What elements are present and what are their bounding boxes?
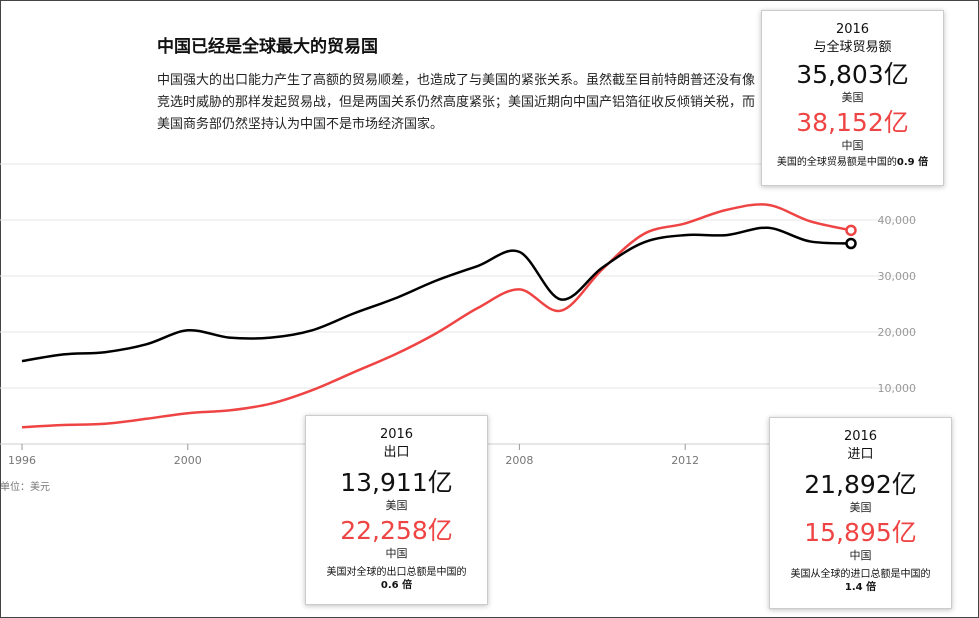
import-card: 2016 进口 21,892亿 美国 15,895亿 中国 美国从全球的进口总额…	[769, 417, 952, 609]
ratio-note: 美国的全球贸易额是中国的0.9 倍	[762, 156, 943, 169]
cn-label: 中国	[385, 547, 408, 560]
series-line-us	[21, 226, 852, 363]
ratio-value: 1.4 倍	[844, 582, 877, 593]
export-card: 2016 出口 13,911亿 美国 22,258亿 中国 美国对全球的出口总额…	[305, 415, 488, 605]
series-line-china	[21, 203, 852, 429]
ratio-note-text: 美国对全球的出口总额是中国的	[326, 567, 467, 578]
us-value: 21,892亿	[804, 470, 917, 499]
card-label: 与全球贸易额	[813, 40, 892, 55]
y-tick-label: 40,000	[878, 214, 917, 227]
y-tick-label: 30,000	[878, 270, 917, 283]
x-tick-label: 2012	[671, 454, 699, 467]
description-text: 中国强大的出口能力产生了高额的贸易顺差，也造成了与美国的紧张关系。虽然截至目前特…	[157, 73, 756, 132]
ratio-note-text: 美国从全球的进口总额是中国的	[790, 569, 931, 580]
x-tick-label: 2008	[505, 454, 533, 467]
us-label: 美国	[841, 91, 864, 104]
card-year: 2016	[379, 427, 414, 442]
grid-lines	[0, 163, 916, 445]
ratio-value: 0.6 倍	[380, 580, 413, 591]
card-year: 2016	[843, 429, 878, 444]
us-value: 13,911亿	[340, 468, 453, 497]
unit-label: 单位：美元	[0, 482, 50, 493]
cn-label: 中国	[849, 549, 872, 562]
total-trade-card: 2016 与全球贸易额 35,803亿 美国 38,152亿 中国 美国的全球贸…	[761, 10, 944, 186]
ratio-value: 0.9 倍	[896, 157, 929, 168]
us-label: 美国	[385, 499, 408, 512]
x-tick-label: 1996	[8, 454, 36, 467]
cn-value: 38,152亿	[796, 108, 909, 137]
cn-value: 22,258亿	[340, 516, 453, 545]
cn-value: 15,895亿	[804, 518, 917, 547]
card-year: 2016	[835, 22, 870, 37]
us-label: 美国	[849, 501, 872, 514]
card-label: 进口	[847, 447, 874, 462]
x-tick-label: 2000	[174, 454, 202, 467]
us-value: 35,803亿	[796, 60, 909, 89]
y-tick-label: 20,000	[878, 326, 917, 339]
endpoint-marker-china	[845, 224, 857, 237]
cn-label: 中国	[841, 139, 864, 152]
card-label: 出口	[383, 445, 410, 460]
ratio-note-text: 美国的全球贸易额是中国的	[776, 157, 897, 168]
page-title: 中国已经是全球最大的贸易国	[157, 37, 378, 57]
series-lines	[21, 203, 857, 429]
y-tick-label: 10,000	[878, 382, 917, 395]
endpoint-marker-us	[845, 237, 857, 250]
